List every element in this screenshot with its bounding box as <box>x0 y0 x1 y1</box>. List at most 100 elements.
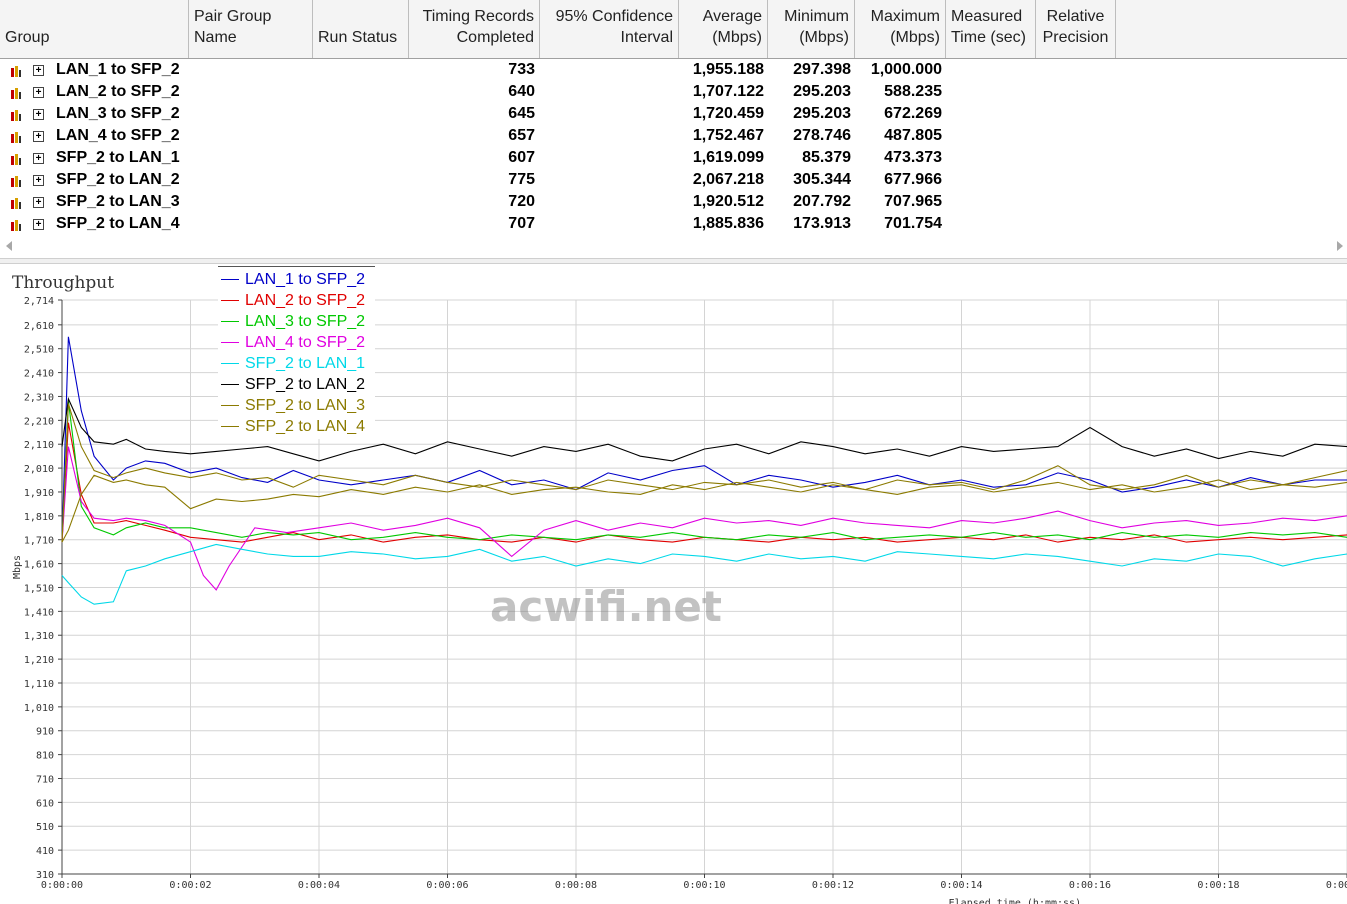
pair-group-icon <box>11 88 21 99</box>
legend-item: LAN_3 to SFP_2 <box>218 312 375 333</box>
column-header-timing-records[interactable]: Timing Records Completed <box>409 0 540 58</box>
x-tick-label: 0:00:16 <box>1069 880 1111 891</box>
column-header-maximum[interactable]: Maximum (Mbps) <box>855 0 946 58</box>
row-timing-records: 707 <box>508 215 535 232</box>
row-maximum: 672.269 <box>884 105 942 122</box>
y-tick-label: 1,210 <box>24 655 54 666</box>
y-tick-label: 2,610 <box>24 321 54 332</box>
column-header-measured-time[interactable]: Measured Time (sec) <box>946 0 1036 58</box>
row-group-name: SFP_2 to LAN_2 <box>56 171 180 188</box>
y-tick-label: 610 <box>36 798 54 809</box>
legend-label: SFP_2 to LAN_2 <box>245 376 366 393</box>
y-tick-label: 2,110 <box>24 440 54 451</box>
row-average: 1,707.122 <box>692 83 764 100</box>
series-line <box>61 401 1347 543</box>
x-tick-label: 0:00:00 <box>41 880 83 891</box>
x-tick-label: 0:00:08 <box>555 880 597 891</box>
pair-group-icon <box>11 66 21 77</box>
x-tick-label: 0:00:12 <box>812 880 854 891</box>
expand-icon[interactable]: + <box>33 175 44 186</box>
throughput-chart: Throughput 2,714 2,610 2,510 2,410 2,310 2,210… <box>0 264 1347 904</box>
expand-icon[interactable]: + <box>33 197 44 208</box>
table-row[interactable]: + LAN_2 to SFP_2 640 1,707.122 295.203 588.23… <box>0 82 950 104</box>
row-minimum: 278.746 <box>793 127 851 144</box>
table-row[interactable]: + SFP_2 to LAN_3 720 1,920.512 207.792 707.96… <box>0 192 950 214</box>
table-row[interactable]: + LAN_1 to SFP_2 733 1,955.188 297.398 1,000.… <box>0 60 950 82</box>
legend-label: LAN_1 to SFP_2 <box>245 271 366 288</box>
row-maximum: 707.965 <box>884 193 942 210</box>
table-row[interactable]: + SFP_2 to LAN_1 607 1,619.099 85.379 473.373 <box>0 148 950 170</box>
row-timing-records: 775 <box>508 171 535 188</box>
pane-splitter[interactable] <box>0 258 1347 264</box>
expand-icon[interactable]: + <box>33 65 44 76</box>
column-header-group[interactable]: Group <box>0 0 189 58</box>
legend-swatch <box>221 426 239 427</box>
table-row[interactable]: + LAN_4 to SFP_2 657 1,752.467 278.746 487.80… <box>0 126 950 148</box>
scroll-right-icon[interactable] <box>1337 241 1343 251</box>
table-row[interactable]: + SFP_2 to LAN_2 775 2,067.218 305.344 677.96… <box>0 170 950 192</box>
y-tick-label: 810 <box>36 751 54 762</box>
expand-icon[interactable]: + <box>33 153 44 164</box>
y-axis-label: Mbps <box>12 555 23 579</box>
pair-group-icon <box>11 132 21 143</box>
y-tick-label: 1,110 <box>24 679 54 690</box>
y-tick-label: 910 <box>36 727 54 738</box>
x-axis-label: Elapsed time (h:mm:ss) <box>949 898 1081 904</box>
y-tick-label: 2,410 <box>24 369 54 380</box>
horizontal-scrollbar[interactable] <box>0 238 1347 256</box>
row-minimum: 297.398 <box>793 61 851 78</box>
legend-swatch <box>221 384 239 385</box>
pair-group-icon <box>11 198 21 209</box>
series-line <box>61 446 1347 591</box>
table-row[interactable]: + LAN_3 to SFP_2 645 1,720.459 295.203 672.26… <box>0 104 950 126</box>
row-group-name: SFP_2 to LAN_4 <box>56 215 180 232</box>
row-group-name: LAN_3 to SFP_2 <box>56 105 180 122</box>
expand-icon[interactable]: + <box>33 131 44 142</box>
column-header-pair-group-name[interactable]: Pair Group Name <box>189 0 313 58</box>
row-timing-records: 645 <box>508 105 535 122</box>
chart-title: Throughput <box>12 273 114 293</box>
pair-group-icon <box>11 220 21 231</box>
row-average: 1,720.459 <box>692 105 764 122</box>
y-tick-label: 1,310 <box>24 631 54 642</box>
row-average: 1,920.512 <box>692 193 764 210</box>
y-tick-label: 310 <box>36 870 54 881</box>
x-tick-label: 0:00:10 <box>683 880 725 891</box>
column-header-confidence-interval[interactable]: 95% Confidence Interval <box>540 0 679 58</box>
row-maximum: 1,000.000 <box>870 61 942 78</box>
row-minimum: 85.379 <box>802 149 851 166</box>
legend-item: SFP_2 to LAN_4 <box>218 417 375 438</box>
column-header-relative-precision[interactable]: Relative Precision <box>1036 0 1116 58</box>
series-line <box>61 396 1347 462</box>
y-tick-label: 1,710 <box>24 536 54 547</box>
table-header: Group Pair Group Name Run Status Timing … <box>0 0 1347 59</box>
scroll-left-icon[interactable] <box>6 241 12 251</box>
column-header-minimum[interactable]: Minimum (Mbps) <box>768 0 855 58</box>
y-tick-label: 2,210 <box>24 416 54 427</box>
expand-icon[interactable]: + <box>33 87 44 98</box>
row-maximum: 701.754 <box>884 215 942 232</box>
column-header-average[interactable]: Average (Mbps) <box>679 0 768 58</box>
expand-icon[interactable]: + <box>33 109 44 120</box>
row-timing-records: 657 <box>508 127 535 144</box>
legend-swatch <box>221 405 239 406</box>
legend-label: LAN_3 to SFP_2 <box>245 313 366 330</box>
chart-legend: LAN_1 to SFP_2 LAN_2 to SFP_2 LAN_3 to SFP… <box>218 266 375 439</box>
x-tick-label: 0:00:14 <box>940 880 982 891</box>
table-row[interactable]: + SFP_2 to LAN_4 707 1,885.836 173.913 701.75… <box>0 214 950 236</box>
chart-canvas: Throughput 2,714 2,610 2,510 2,410 2,310 2,210… <box>12 273 1347 904</box>
y-tick-label: 1,610 <box>24 560 54 571</box>
legend-swatch <box>221 321 239 322</box>
row-average: 2,067.218 <box>692 171 764 188</box>
column-header-run-status[interactable]: Run Status <box>313 0 409 58</box>
legend-label: SFP_2 to LAN_4 <box>245 418 366 435</box>
y-tick-label: 1,410 <box>24 607 54 618</box>
expand-icon[interactable]: + <box>33 219 44 230</box>
series-line <box>61 474 1347 543</box>
row-minimum: 173.913 <box>793 215 851 232</box>
pair-group-icon <box>11 154 21 165</box>
x-tick-label: 0:00:18 <box>1197 880 1239 891</box>
y-tick-label: 410 <box>36 846 54 857</box>
row-minimum: 207.792 <box>793 193 851 210</box>
series-line <box>61 336 1347 543</box>
